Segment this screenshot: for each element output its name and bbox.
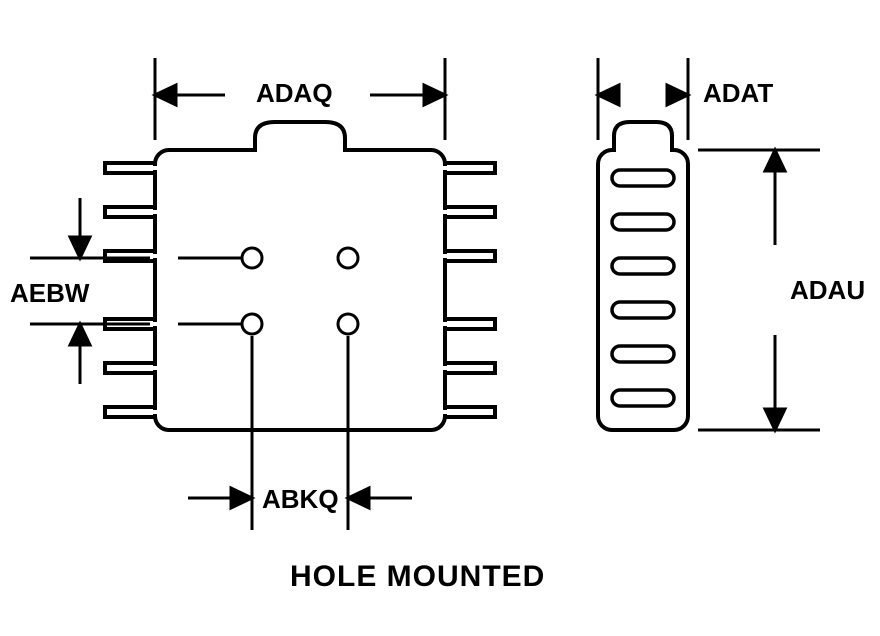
label-aebw: AEBW [10, 278, 89, 309]
label-abkq: ABKQ [262, 484, 339, 515]
side-body [598, 150, 688, 430]
label-adat: ADAT [703, 78, 773, 109]
diagram-stage: ADAQ ADAT ADAU AEBW ABKQ HOLE MOUNTED [0, 0, 880, 636]
label-adau: ADAU [790, 275, 865, 306]
front-body [155, 150, 445, 430]
label-adaq: ADAQ [256, 78, 333, 109]
title: HOLE MOUNTED [290, 560, 545, 594]
